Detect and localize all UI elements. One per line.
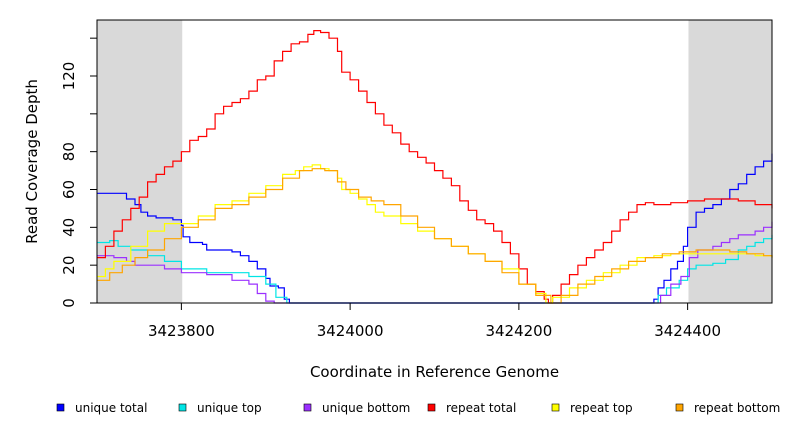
legend: unique total unique top unique bottom repea… [56,401,780,415]
legend-label: repeat total [446,401,516,415]
y-tick-label: 60 [60,180,78,199]
series-line-unique-total [97,153,773,304]
x-axis-label: Coordinate in Reference Genome [310,363,559,381]
x-tick-label: 3424400 [654,322,721,340]
legend-swatch [427,403,436,412]
x-axis: 3423800 3424000 3424200 3424400 [148,303,721,340]
legend-label: unique top [197,401,262,415]
series-line-repeat-total [97,30,773,304]
legend-swatch [303,403,312,412]
y-tick-label: 0 [60,298,78,308]
shaded-regions [97,20,772,303]
y-axis: 0 20 40 60 80 120 [60,37,97,308]
shaded-region-1 [688,20,772,303]
series-lines [97,30,773,304]
shaded-region-0 [97,20,183,303]
series-line-repeat-bottom [97,168,773,304]
plot-frame [96,19,773,304]
legend-swatch [675,403,684,412]
legend-label: unique bottom [322,401,410,415]
x-tick-label: 3424000 [317,322,384,340]
legend-label: repeat top [570,401,633,415]
series-line-repeat-top [97,164,773,304]
x-tick-label: 3423800 [148,322,215,340]
legend-swatch [56,403,65,412]
y-tick-label: 120 [60,62,78,91]
y-tick-label: 40 [60,218,78,237]
y-tick-label: 20 [60,256,78,275]
x-tick-label: 3424200 [485,322,552,340]
legend-label: unique total [75,401,147,415]
legend-label: repeat bottom [694,401,780,415]
y-tick-label: 80 [60,142,78,161]
legend-swatch [551,403,560,412]
y-axis-label: Read Coverage Depth [23,79,41,244]
legend-swatch [178,403,187,412]
